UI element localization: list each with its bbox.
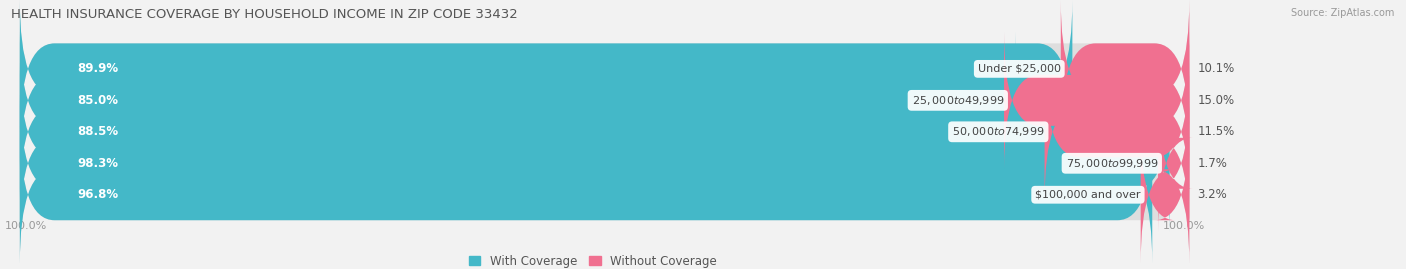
Text: $100,000 and over: $100,000 and over — [1035, 190, 1140, 200]
Text: 98.3%: 98.3% — [77, 157, 118, 170]
FancyBboxPatch shape — [1154, 94, 1192, 232]
FancyBboxPatch shape — [1140, 126, 1189, 264]
Text: 85.0%: 85.0% — [77, 94, 118, 107]
FancyBboxPatch shape — [20, 94, 1170, 232]
Text: 3.2%: 3.2% — [1198, 188, 1227, 201]
Text: $50,000 to $74,999: $50,000 to $74,999 — [952, 125, 1045, 138]
Text: $25,000 to $49,999: $25,000 to $49,999 — [911, 94, 1004, 107]
Text: 11.5%: 11.5% — [1198, 125, 1234, 138]
FancyBboxPatch shape — [20, 31, 1015, 169]
Text: 15.0%: 15.0% — [1198, 94, 1234, 107]
Text: HEALTH INSURANCE COVERAGE BY HOUSEHOLD INCOME IN ZIP CODE 33432: HEALTH INSURANCE COVERAGE BY HOUSEHOLD I… — [11, 8, 517, 21]
Text: 1.7%: 1.7% — [1198, 157, 1227, 170]
Legend: With Coverage, Without Coverage: With Coverage, Without Coverage — [468, 255, 717, 268]
FancyBboxPatch shape — [20, 63, 1189, 201]
FancyBboxPatch shape — [20, 63, 1056, 201]
FancyBboxPatch shape — [1045, 63, 1189, 201]
FancyBboxPatch shape — [1060, 0, 1189, 138]
Text: 10.1%: 10.1% — [1198, 62, 1234, 75]
Text: Under $25,000: Under $25,000 — [977, 64, 1060, 74]
Text: 96.8%: 96.8% — [77, 188, 120, 201]
FancyBboxPatch shape — [20, 126, 1153, 264]
FancyBboxPatch shape — [20, 126, 1189, 264]
FancyBboxPatch shape — [20, 94, 1189, 232]
FancyBboxPatch shape — [20, 31, 1189, 169]
Text: $75,000 to $99,999: $75,000 to $99,999 — [1066, 157, 1159, 170]
Text: 88.5%: 88.5% — [77, 125, 120, 138]
FancyBboxPatch shape — [1004, 31, 1189, 169]
FancyBboxPatch shape — [20, 0, 1189, 138]
Text: 89.9%: 89.9% — [77, 62, 120, 75]
Text: Source: ZipAtlas.com: Source: ZipAtlas.com — [1291, 8, 1395, 18]
FancyBboxPatch shape — [20, 0, 1073, 138]
